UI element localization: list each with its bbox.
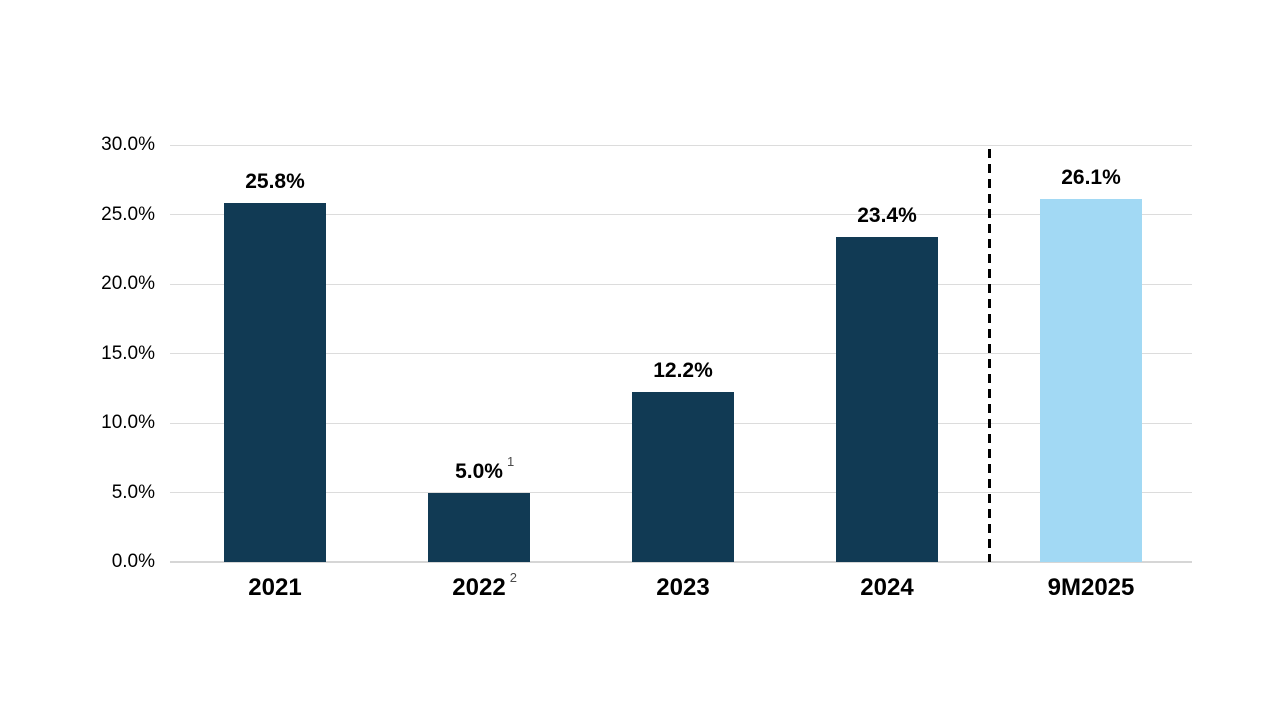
bar-value-text: 12.2% bbox=[653, 359, 713, 383]
category-label-2021: 2021 bbox=[173, 574, 377, 602]
category-text: 9M2025 bbox=[1047, 574, 1135, 601]
footnote-superscript: 2 bbox=[509, 570, 517, 585]
category-text: 2021 bbox=[248, 574, 302, 601]
footnote-superscript: 1 bbox=[506, 453, 515, 469]
bar-value-text: 25.8% bbox=[245, 170, 305, 194]
y-axis-tick-label: 30.0% bbox=[101, 134, 155, 155]
bar-value-label: 25.8% bbox=[173, 169, 377, 195]
bar-value-text: 23.4% bbox=[857, 203, 917, 227]
y-axis-tick-label: 5.0% bbox=[111, 481, 155, 503]
bar-value-label: 12.2% bbox=[581, 358, 785, 384]
bar-value-label: 5.0% 1 bbox=[377, 454, 581, 485]
gridline bbox=[170, 283, 1192, 285]
bar-2022 bbox=[428, 492, 530, 562]
category-text: 2023 bbox=[656, 574, 710, 601]
bar-value-label: 26.1% bbox=[989, 165, 1193, 191]
bar-2023 bbox=[632, 392, 734, 562]
bar-9M2025 bbox=[1040, 199, 1142, 562]
forecast-separator-dashed-line bbox=[987, 149, 991, 562]
x-axis-line bbox=[170, 561, 1192, 563]
bar-chart-plot-area: 25.8% 2021 5.0% 1 2022 2 12.2% 2023 23.4% 2024 26.… bbox=[170, 144, 1193, 601]
gridline bbox=[170, 214, 1192, 215]
y-axis-tick-label: 20.0% bbox=[101, 273, 155, 294]
bar-value-text: 5.0% bbox=[455, 459, 503, 483]
category-label-2022: 2022 2 bbox=[377, 570, 581, 602]
gridline bbox=[170, 144, 1192, 146]
category-label-9M2025: 9M2025 bbox=[989, 574, 1193, 602]
bar-2021 bbox=[224, 203, 326, 562]
bar-value-label: 23.4% bbox=[785, 203, 989, 229]
category-text: 2022 bbox=[452, 574, 506, 601]
category-label-2023: 2023 bbox=[581, 574, 785, 602]
bar-value-text: 26.1% bbox=[1061, 166, 1121, 190]
bar-2024 bbox=[836, 236, 938, 562]
category-label-2024: 2024 bbox=[785, 574, 989, 602]
gridline bbox=[170, 353, 1192, 354]
y-axis-tick-label: 10.0% bbox=[101, 412, 155, 433]
y-axis-tick-label: 15.0% bbox=[101, 342, 155, 364]
y-axis-tick-label: 25.0% bbox=[101, 203, 155, 225]
category-text: 2024 bbox=[860, 574, 914, 601]
y-axis-tick-label: 0.0% bbox=[111, 551, 155, 572]
